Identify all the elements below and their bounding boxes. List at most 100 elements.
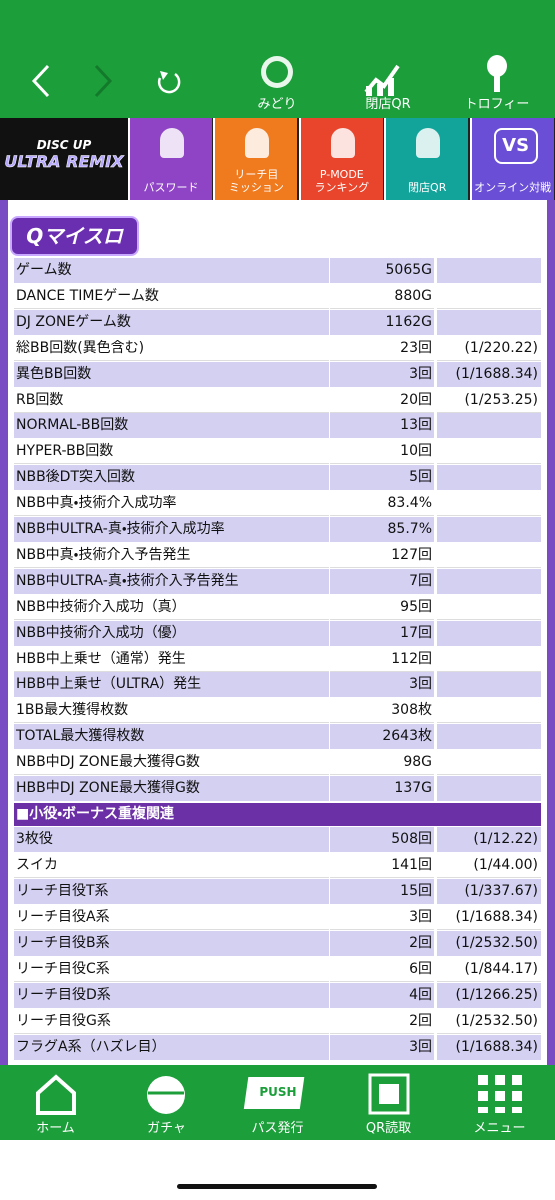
row-value: 3回 xyxy=(330,672,434,698)
table-row: DANCE TIMEゲーム数 880G xyxy=(14,283,541,309)
row-label: ゲーム数 xyxy=(14,258,329,283)
row-value: 23回 xyxy=(330,335,434,361)
trophy-icon-body xyxy=(494,76,500,92)
menu-label: P-MODE ランキング xyxy=(314,168,370,194)
menu-item[interactable]: VS オンライン対戦 xyxy=(469,118,554,200)
row-ratio-cell xyxy=(437,517,541,542)
row-label: NBB後DT突入回数 xyxy=(14,465,329,491)
row-label: リーチ目役C系 xyxy=(14,956,329,982)
row-label: NBB中技術介入成功（真） xyxy=(14,594,329,620)
table-row: 1BB最大獲得枚数 308枚 xyxy=(14,698,541,724)
row-label: NBB中真・技術介入成功率 xyxy=(14,491,329,517)
forward-button[interactable] xyxy=(94,64,113,98)
row-label: 3枚役 xyxy=(14,826,329,852)
logo-line2: ULTRA REMIX xyxy=(4,152,124,172)
row-value: 10回 xyxy=(330,439,434,465)
row-value: 17回 xyxy=(330,620,434,646)
menu-label: リーチ目 ミッション xyxy=(228,168,284,194)
row-label: 総BB回数(異色含む) xyxy=(14,335,329,361)
menu-item[interactable]: パスワード xyxy=(128,118,212,200)
qr-read-icon xyxy=(368,1073,410,1115)
row-label: リーチ目役D系 xyxy=(14,982,329,1008)
row-ratio-cell xyxy=(437,491,541,517)
bottom-nav-item[interactable]: メニュー xyxy=(444,1065,555,1140)
row-value: 112回 xyxy=(330,646,434,672)
table-row: NBB中ULTRA-真・技術介入予告発生 7回 xyxy=(14,568,541,594)
bottom-nav-label: QR読取 xyxy=(365,1121,412,1136)
row-label: NBB中ULTRA-真・技術介入成功率 xyxy=(14,517,329,542)
home-indicator xyxy=(177,1184,377,1189)
row-ratio: (1/1688.34) xyxy=(437,361,541,387)
table-row: NBB中真・技術介入予告発生 127回 xyxy=(14,542,541,568)
bottom-nav-item[interactable]: パス発行 xyxy=(222,1065,333,1140)
trophy-icon xyxy=(487,55,507,77)
table-row: NBB後DT突入回数 5回 xyxy=(14,465,541,491)
row-ratio-cell xyxy=(437,258,541,283)
row-ratio-cell xyxy=(437,646,541,672)
table-row: リーチ目役D系 4回 (1/1266.25) xyxy=(14,982,541,1008)
table-row: DJ ZONEゲーム数 1162G xyxy=(14,309,541,335)
table-row: 総BB回数(異色含む) 23回 (1/220.22) xyxy=(14,335,541,361)
row-ratio: (1/844.17) xyxy=(437,956,541,982)
table-row: RB回数 20回 (1/253.25) xyxy=(14,387,541,413)
row-label: リーチ目役B系 xyxy=(14,930,329,956)
row-value: 3回 xyxy=(330,1034,434,1060)
table-row: 異色BB回数 3回 (1/1688.34) xyxy=(14,361,541,387)
row-value: 508回 xyxy=(330,826,434,852)
row-label: NBB中技術介入成功（優） xyxy=(14,620,329,646)
table-row: リーチ目役T系 15回 (1/337.67) xyxy=(14,878,541,904)
menu-item[interactable]: 閉店QR xyxy=(384,118,469,200)
row-ratio: (1/1266.25) xyxy=(437,982,541,1008)
table-row: リーチ目役G系 2回 (1/2532.50) xyxy=(14,1008,541,1034)
qr-icon-bar xyxy=(377,84,383,96)
row-ratio-cell xyxy=(437,568,541,594)
row-value: 6回 xyxy=(330,956,434,982)
row-value: 2回 xyxy=(330,930,434,956)
table-row: ゲーム数 5065G xyxy=(14,258,541,283)
row-value: 308枚 xyxy=(330,698,434,724)
table-row: スイカ 141回 (1/44.00) xyxy=(14,852,541,878)
row-value: 5065G xyxy=(330,258,434,283)
bottom-nav: PUSH ホーム ガチャ パス発行 QR読取 メニュー xyxy=(0,1065,555,1140)
table-row: NBB中DJ ZONE最大獲得G数 98G xyxy=(14,750,541,776)
row-value: 3回 xyxy=(330,904,434,930)
row-label: TOTAL最大獲得枚数 xyxy=(14,724,329,750)
row-ratio: (1/2532.50) xyxy=(437,930,541,956)
row-value: 3回 xyxy=(330,361,434,387)
brand-logo: Qマイスロ xyxy=(10,216,139,256)
row-ratio-cell xyxy=(437,465,541,491)
bottom-nav-item[interactable]: ガチャ xyxy=(111,1065,222,1140)
menu-label: パスワード xyxy=(143,181,199,194)
table-row: NBB中技術介入成功（優） 17回 xyxy=(14,620,541,646)
reload-button[interactable] xyxy=(157,72,181,94)
menu-icon xyxy=(160,128,184,158)
table-row: HYPER-BB回数 10回 xyxy=(14,439,541,465)
game-logo[interactable]: DISC UP ULTRA REMIX xyxy=(0,118,128,200)
menu-badge: VS xyxy=(493,128,538,164)
menu-icon xyxy=(416,128,441,158)
back-button[interactable] xyxy=(31,64,50,98)
menu-item[interactable]: P-MODE ランキング xyxy=(298,118,383,200)
top-bar: みどり 閉店QR トロフィー xyxy=(0,0,555,118)
nav-label: みどり xyxy=(257,97,297,112)
row-label: HBB中上乗せ（ULTRA）発生 xyxy=(14,672,329,698)
row-value: 20回 xyxy=(330,387,434,413)
bottom-nav-item[interactable]: ホーム xyxy=(0,1065,111,1140)
table-row: NBB中技術介入成功（真） 95回 xyxy=(14,594,541,620)
row-ratio-cell xyxy=(437,750,541,776)
row-value: 2643枚 xyxy=(330,724,434,750)
table-row: NBB中ULTRA-真・技術介入成功率 85.7% xyxy=(14,517,541,542)
bottom-nav-label: メニュー xyxy=(473,1121,526,1136)
row-label: DJ ZONEゲーム数 xyxy=(14,309,329,335)
qr-icon-bar xyxy=(388,78,394,96)
menu-label: オンライン対戦 xyxy=(474,181,552,194)
row-label: NBB中ULTRA-真・技術介入予告発生 xyxy=(14,568,329,594)
menu-item[interactable]: リーチ目 ミッション xyxy=(213,118,298,200)
row-value: 4回 xyxy=(330,982,434,1008)
row-ratio: (1/1688.34) xyxy=(437,904,541,930)
row-value: 1162G xyxy=(330,309,434,335)
row-value: 98G xyxy=(330,750,434,776)
bottom-nav-item[interactable]: QR読取 xyxy=(333,1065,444,1140)
row-label: HBB中上乗せ（通常）発生 xyxy=(14,646,329,672)
row-value: 127回 xyxy=(330,542,434,568)
